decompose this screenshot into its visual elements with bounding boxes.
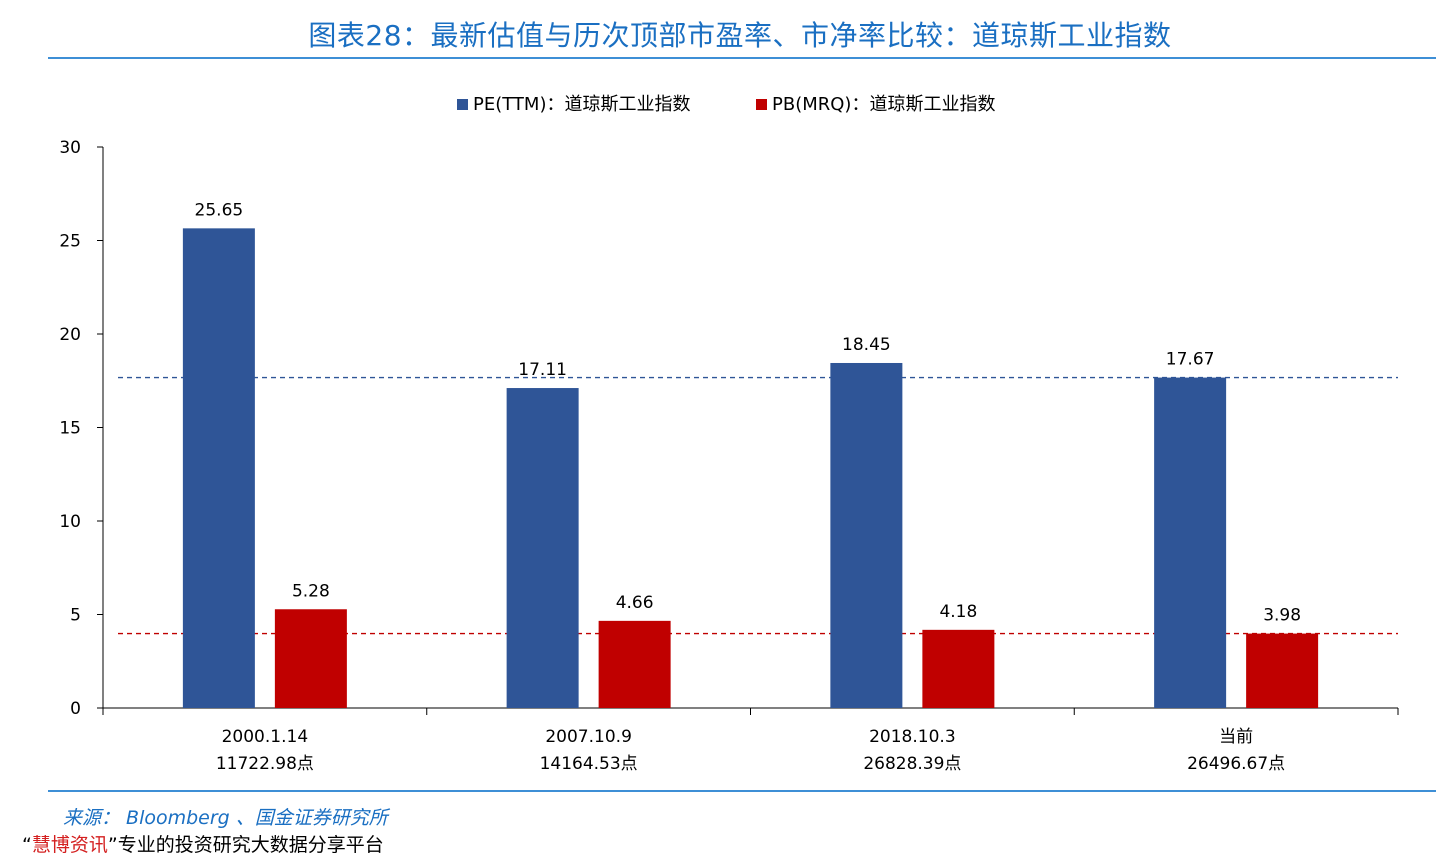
source-note: 来源： Bloomberg 、国金证券研究所 xyxy=(63,807,388,829)
pb-bar xyxy=(1246,633,1319,708)
pe-bar xyxy=(182,228,255,708)
data-labels: 25.65 5.28 17.11 4.66 18.45 4.18 17.67 3.98 xyxy=(195,200,1302,625)
pe-bar xyxy=(1154,377,1227,708)
y-tick-label: 25 xyxy=(59,232,81,252)
pb-data-label: 4.66 xyxy=(616,593,654,613)
y-tick-label: 20 xyxy=(59,325,81,345)
bars xyxy=(182,228,1319,708)
x-tick-label-level: 11722.98点 xyxy=(216,754,314,774)
x-tick-label-date: 当前 xyxy=(1219,727,1253,747)
pe-bar xyxy=(830,362,903,708)
y-tick-label: 0 xyxy=(70,699,81,719)
y-tick-label: 15 xyxy=(59,419,81,439)
pe-data-label: 17.67 xyxy=(1166,350,1215,370)
source-divider xyxy=(48,790,1436,792)
y-tick-label: 5 xyxy=(70,606,81,626)
pe-data-label: 18.45 xyxy=(842,335,891,355)
legend-swatch-pb xyxy=(756,99,767,110)
pb-data-label: 5.28 xyxy=(292,581,330,601)
pe-data-label: 17.11 xyxy=(518,360,567,380)
legend-label-pb: PB(MRQ)：道琼斯工业指数 xyxy=(772,94,995,115)
pb-data-label: 3.98 xyxy=(1263,606,1301,626)
x-tick-label-date: 2007.10.9 xyxy=(545,727,632,747)
bar-chart: PE(TTM)：道琼斯工业指数 PB(MRQ)：道琼斯工业指数 0 5 10 15 20 2… xyxy=(59,94,1399,774)
watermark-brand: 慧博资讯 xyxy=(31,834,108,856)
x-tick-label-date: 2000.1.14 xyxy=(222,727,309,747)
pb-bar xyxy=(598,620,671,708)
pb-bar xyxy=(922,629,995,708)
x-tick-label-level: 26496.67点 xyxy=(1187,754,1285,774)
pe-bar xyxy=(506,388,579,708)
legend-swatch-pe xyxy=(457,99,468,110)
legend: PE(TTM)：道琼斯工业指数 PB(MRQ)：道琼斯工业指数 xyxy=(457,94,995,115)
pe-data-label: 25.65 xyxy=(195,200,244,220)
watermark-tagline: 专业的投资研究大数据分享平台 xyxy=(117,834,384,856)
pb-data-label: 4.18 xyxy=(939,602,977,622)
watermark-open-quote: “ xyxy=(22,834,32,856)
x-tick-label-level: 14164.53点 xyxy=(540,754,638,774)
watermark: “慧博资讯”专业的投资研究大数据分享平台 xyxy=(22,830,384,857)
title-divider xyxy=(48,57,1436,59)
x-tick-label-date: 2018.10.3 xyxy=(869,727,956,747)
chart-title: 图表28：最新估值与历次顶部市盈率、市净率比较：道琼斯工业指数 xyxy=(308,19,1172,52)
y-tick-label: 10 xyxy=(59,512,81,532)
watermark-close-quote: ” xyxy=(107,834,118,856)
pb-bar xyxy=(274,609,347,708)
x-tick-label-level: 26828.39点 xyxy=(863,754,961,774)
y-tick-label: 30 xyxy=(59,138,81,158)
legend-label-pe: PE(TTM)：道琼斯工业指数 xyxy=(473,94,690,115)
